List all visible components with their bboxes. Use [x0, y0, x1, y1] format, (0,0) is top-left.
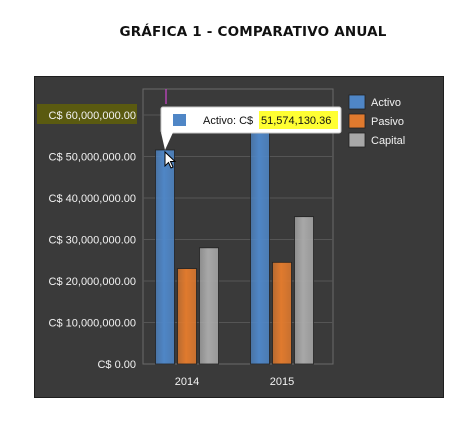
y-tick-label: C$ 0.00 — [97, 359, 136, 371]
y-tick-label: C$ 20,000,000.00 — [49, 276, 136, 288]
y-tick-label: C$ 50,000,000.00 — [49, 152, 136, 164]
page-title: GRÁFICA 1 - COMPARATIVO ANUAL — [119, 24, 387, 40]
bar-activo-2014[interactable] — [155, 149, 175, 365]
bar-chart[interactable]: C$ 0.00 C$ 10,000,000.00 C$ 20,000,000.00 C… — [35, 77, 443, 397]
y-tick-highlight — [37, 104, 137, 124]
legend-label-pasivo[interactable]: Pasivo — [371, 116, 404, 128]
x-tick-label: 2015 — [270, 376, 294, 388]
plot-area — [142, 88, 334, 365]
tooltip-value: 51,574,130.36 — [261, 115, 331, 127]
bar-capital-2014[interactable] — [199, 247, 219, 365]
y-tick-label: C$ 40,000,000.00 — [49, 193, 136, 205]
y-tick-label: C$ 60,000,000.00 — [49, 110, 136, 122]
tooltip-swatch — [173, 114, 186, 126]
bar-capital-2015[interactable] — [294, 216, 314, 365]
bar-pasivo-2015[interactable] — [272, 261, 292, 365]
bar-activo-2015[interactable] — [250, 114, 270, 365]
chart-panel[interactable]: C$ 0.00 C$ 10,000,000.00 C$ 20,000,000.00 C… — [34, 76, 444, 398]
tooltip-value-highlight — [259, 111, 338, 129]
y-tick-label: C$ 10,000,000.00 — [49, 318, 136, 330]
legend-swatch-activo[interactable] — [348, 94, 366, 110]
tooltip-pointer — [161, 132, 173, 150]
legend-swatch-pasivo[interactable] — [348, 113, 366, 129]
tooltip-label: Activo: C$ — [203, 115, 253, 127]
legend-swatch-capital[interactable] — [348, 132, 366, 148]
x-tick-label: 2014 — [175, 376, 199, 388]
cursor-pointer-icon — [164, 150, 177, 169]
y-tick-label: C$ 30,000,000.00 — [49, 235, 136, 247]
legend-label-activo[interactable]: Activo — [371, 97, 401, 109]
legend-label-capital[interactable]: Capital — [371, 135, 405, 147]
bar-pasivo-2014[interactable] — [177, 268, 197, 365]
